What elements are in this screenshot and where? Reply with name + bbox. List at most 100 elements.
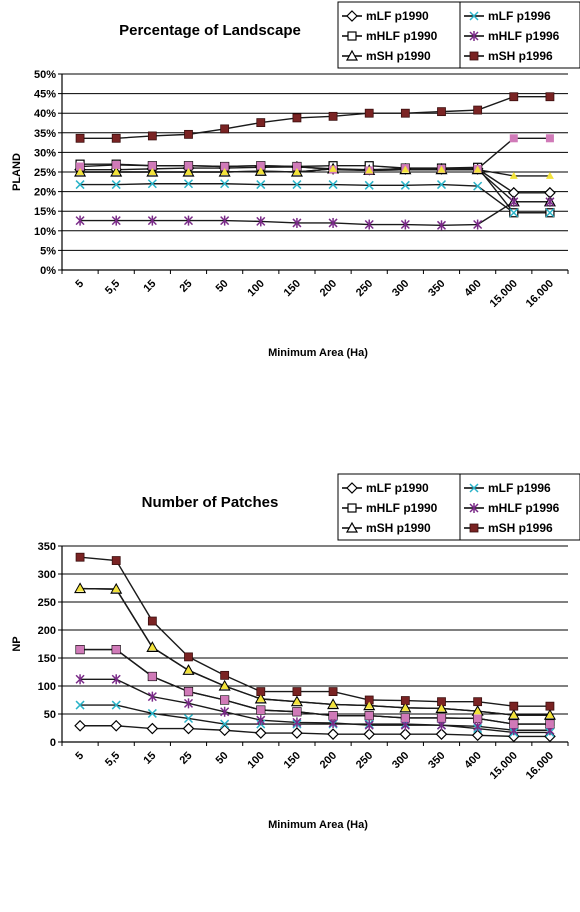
legend-sample-marker: [469, 503, 479, 513]
data-point: [184, 652, 193, 662]
data-point: [400, 180, 410, 190]
legend-sample: [464, 11, 484, 21]
x-tick-label: 5,5: [103, 278, 122, 297]
plot-area: [74, 552, 556, 743]
data-point: [473, 697, 483, 707]
data-point: [112, 160, 121, 169]
data-point: [147, 708, 157, 718]
legend-sample: [464, 31, 484, 41]
data-point: [292, 217, 302, 228]
data-point: [256, 687, 266, 697]
y-tick-label: 0%: [40, 265, 56, 277]
data-point: [111, 556, 121, 565]
y-tick-label: 350: [38, 541, 56, 553]
data-point: [365, 711, 374, 720]
data-point: [400, 219, 410, 230]
x-tick-label: 100: [245, 278, 266, 299]
data-point: [76, 168, 85, 175]
legend-box: [337, 1, 463, 69]
data-point: [509, 92, 519, 102]
y-tick-label: 20%: [34, 187, 56, 199]
np-chart: Number of Patches NP 0 50 100 150 200 250 300 350…: [11, 473, 580, 831]
y-tick-label: 30%: [34, 147, 56, 159]
y-tick-label: 40%: [34, 108, 56, 120]
pland-chart: Percentage of Landscape PLAND 0% 5% 10% 15% 20…: [11, 1, 580, 359]
y-tick-label: 50: [44, 709, 56, 721]
x-tick-label: 5,5: [103, 750, 122, 769]
data-point: [256, 694, 265, 702]
data-point: [220, 696, 229, 704]
legend-sample: [464, 51, 484, 61]
data-point: [292, 687, 302, 697]
data-point: [401, 713, 410, 722]
data-point: [111, 215, 121, 226]
data-point: [473, 219, 483, 230]
data-point: [400, 696, 410, 705]
data-point: [291, 727, 303, 739]
legend-label: mSH p1996: [488, 49, 553, 63]
data-point: [545, 208, 555, 218]
data-point: [220, 162, 229, 171]
data-point: [473, 165, 482, 173]
series-line: [80, 678, 550, 731]
data-point: [183, 179, 194, 189]
data-point: [75, 552, 85, 562]
y-tick-label: 45%: [34, 89, 56, 101]
legend-box: [459, 1, 580, 69]
data-point: [75, 180, 85, 190]
data-point: [292, 162, 301, 171]
legend-label: mLF p1996: [488, 9, 551, 23]
data-point: [256, 161, 265, 170]
data-point: [110, 719, 123, 732]
data-point: [256, 706, 265, 715]
data-point: [147, 215, 157, 226]
data-point: [184, 161, 193, 170]
data-point: [75, 674, 85, 685]
y-tick-label: 200: [38, 625, 56, 637]
legend-sample-marker: [469, 523, 479, 533]
x-tick-label: 50: [214, 278, 231, 295]
x-tick-label: 350: [426, 750, 447, 771]
data-point: [437, 165, 446, 173]
data-point: [220, 179, 230, 189]
y-tick-label: 100: [38, 681, 56, 693]
x-tick-label: 25: [177, 750, 194, 767]
x-tick-label: 15.000: [488, 278, 520, 310]
data-point: [184, 666, 193, 674]
y-axis-title: NP: [11, 636, 23, 651]
x-tick-label: 15: [141, 278, 158, 295]
data-point: [401, 165, 410, 173]
data-point: [399, 728, 412, 741]
data-point: [182, 722, 195, 735]
data-point: [76, 162, 85, 171]
y-tick-label: 10%: [34, 226, 56, 238]
data-point: [147, 616, 157, 626]
data-point: [364, 219, 374, 230]
data-point: [256, 180, 266, 190]
data-point: [147, 691, 157, 702]
data-point: [329, 711, 338, 720]
data-point: [148, 672, 157, 681]
data-point: [509, 720, 518, 729]
data-point: [473, 707, 482, 715]
data-point: [147, 131, 157, 141]
legend-box: [337, 473, 463, 541]
legend-label: mLF p1990: [366, 481, 429, 495]
chart-title: Number of Patches: [142, 494, 279, 511]
data-point: [509, 711, 518, 719]
y-tick-label: 25%: [34, 167, 56, 179]
data-point: [400, 108, 410, 118]
legend-sample-marker: [469, 483, 479, 493]
data-point: [364, 108, 374, 118]
legend-sample: [342, 10, 362, 22]
x-tick-label: 300: [390, 750, 411, 771]
x-tick-label: 16.000: [524, 278, 556, 310]
data-point: [473, 721, 483, 732]
data-point: [328, 217, 338, 228]
data-point: [111, 700, 121, 710]
x-tick-label: 25: [177, 278, 194, 295]
series-line: [80, 704, 550, 734]
data-point: [328, 180, 338, 190]
data-point: [292, 717, 302, 728]
data-point: [75, 700, 85, 710]
